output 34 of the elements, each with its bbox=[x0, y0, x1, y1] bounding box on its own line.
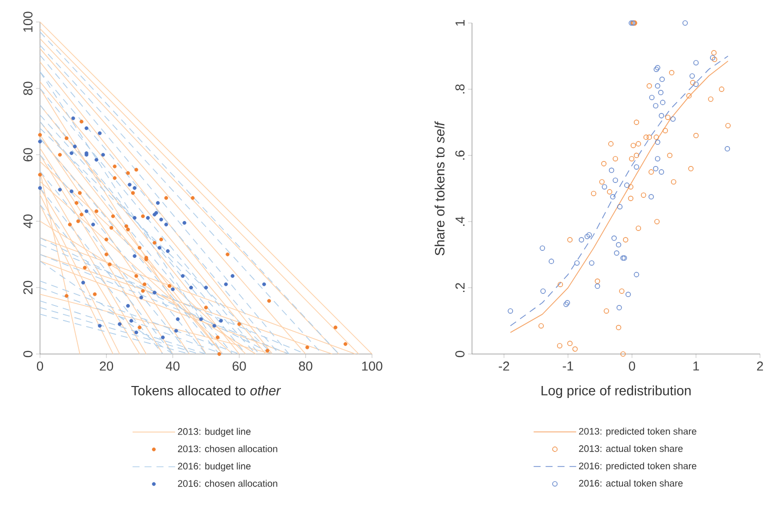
y-tick-label: 40 bbox=[23, 214, 32, 228]
x-axis-title: Log price of redistribution bbox=[542, 385, 691, 398]
x-axis-title: Tokens allocated to other bbox=[131, 385, 281, 396]
legend-label: 2016: actual token share bbox=[579, 480, 683, 487]
legend-label: 2013: budget line bbox=[178, 428, 251, 437]
x-tick-label: -1 bbox=[562, 362, 574, 370]
y-tick-label: 1 bbox=[456, 20, 464, 26]
x-tick-label: 2 bbox=[757, 362, 763, 371]
y-tick-label: 0 bbox=[23, 350, 32, 358]
y-tick-label: 60 bbox=[23, 148, 32, 162]
y-tick-label: 80 bbox=[23, 82, 32, 96]
x-tick-label: 0 bbox=[36, 362, 44, 371]
legend-label: 2013: predicted token share bbox=[579, 428, 696, 437]
legend-label: 2016: budget line bbox=[178, 462, 251, 472]
y-tick-label: 20 bbox=[23, 280, 32, 294]
x-tick-label: 100 bbox=[362, 362, 382, 371]
x-tick-label: -2 bbox=[498, 362, 510, 371]
legend-label: 2016: predicted token share bbox=[579, 462, 696, 472]
x-tick-label: 60 bbox=[232, 362, 246, 371]
y-axis-title: Share of tokens to self bbox=[434, 121, 444, 256]
legend-label: 2016: chosen allocation bbox=[178, 480, 278, 487]
y-tick-label: .8 bbox=[455, 84, 464, 94]
y-tick-label: .6 bbox=[455, 150, 464, 160]
x-tick-label: 0 bbox=[628, 362, 636, 371]
x-tick-label: 80 bbox=[298, 362, 312, 371]
x-tick-label: 40 bbox=[166, 362, 180, 371]
legend-label: 2013: chosen allocation bbox=[178, 445, 278, 452]
y-tick-label: 0 bbox=[455, 350, 464, 358]
x-tick-label: 20 bbox=[100, 362, 114, 371]
y-tick-label: .2 bbox=[455, 283, 464, 292]
legend-label: 2013: actual token share bbox=[579, 445, 683, 452]
y-tick-label: .4 bbox=[456, 216, 464, 226]
y-tick-label: 100 bbox=[23, 12, 32, 32]
x-tick-label: 1 bbox=[693, 362, 699, 370]
